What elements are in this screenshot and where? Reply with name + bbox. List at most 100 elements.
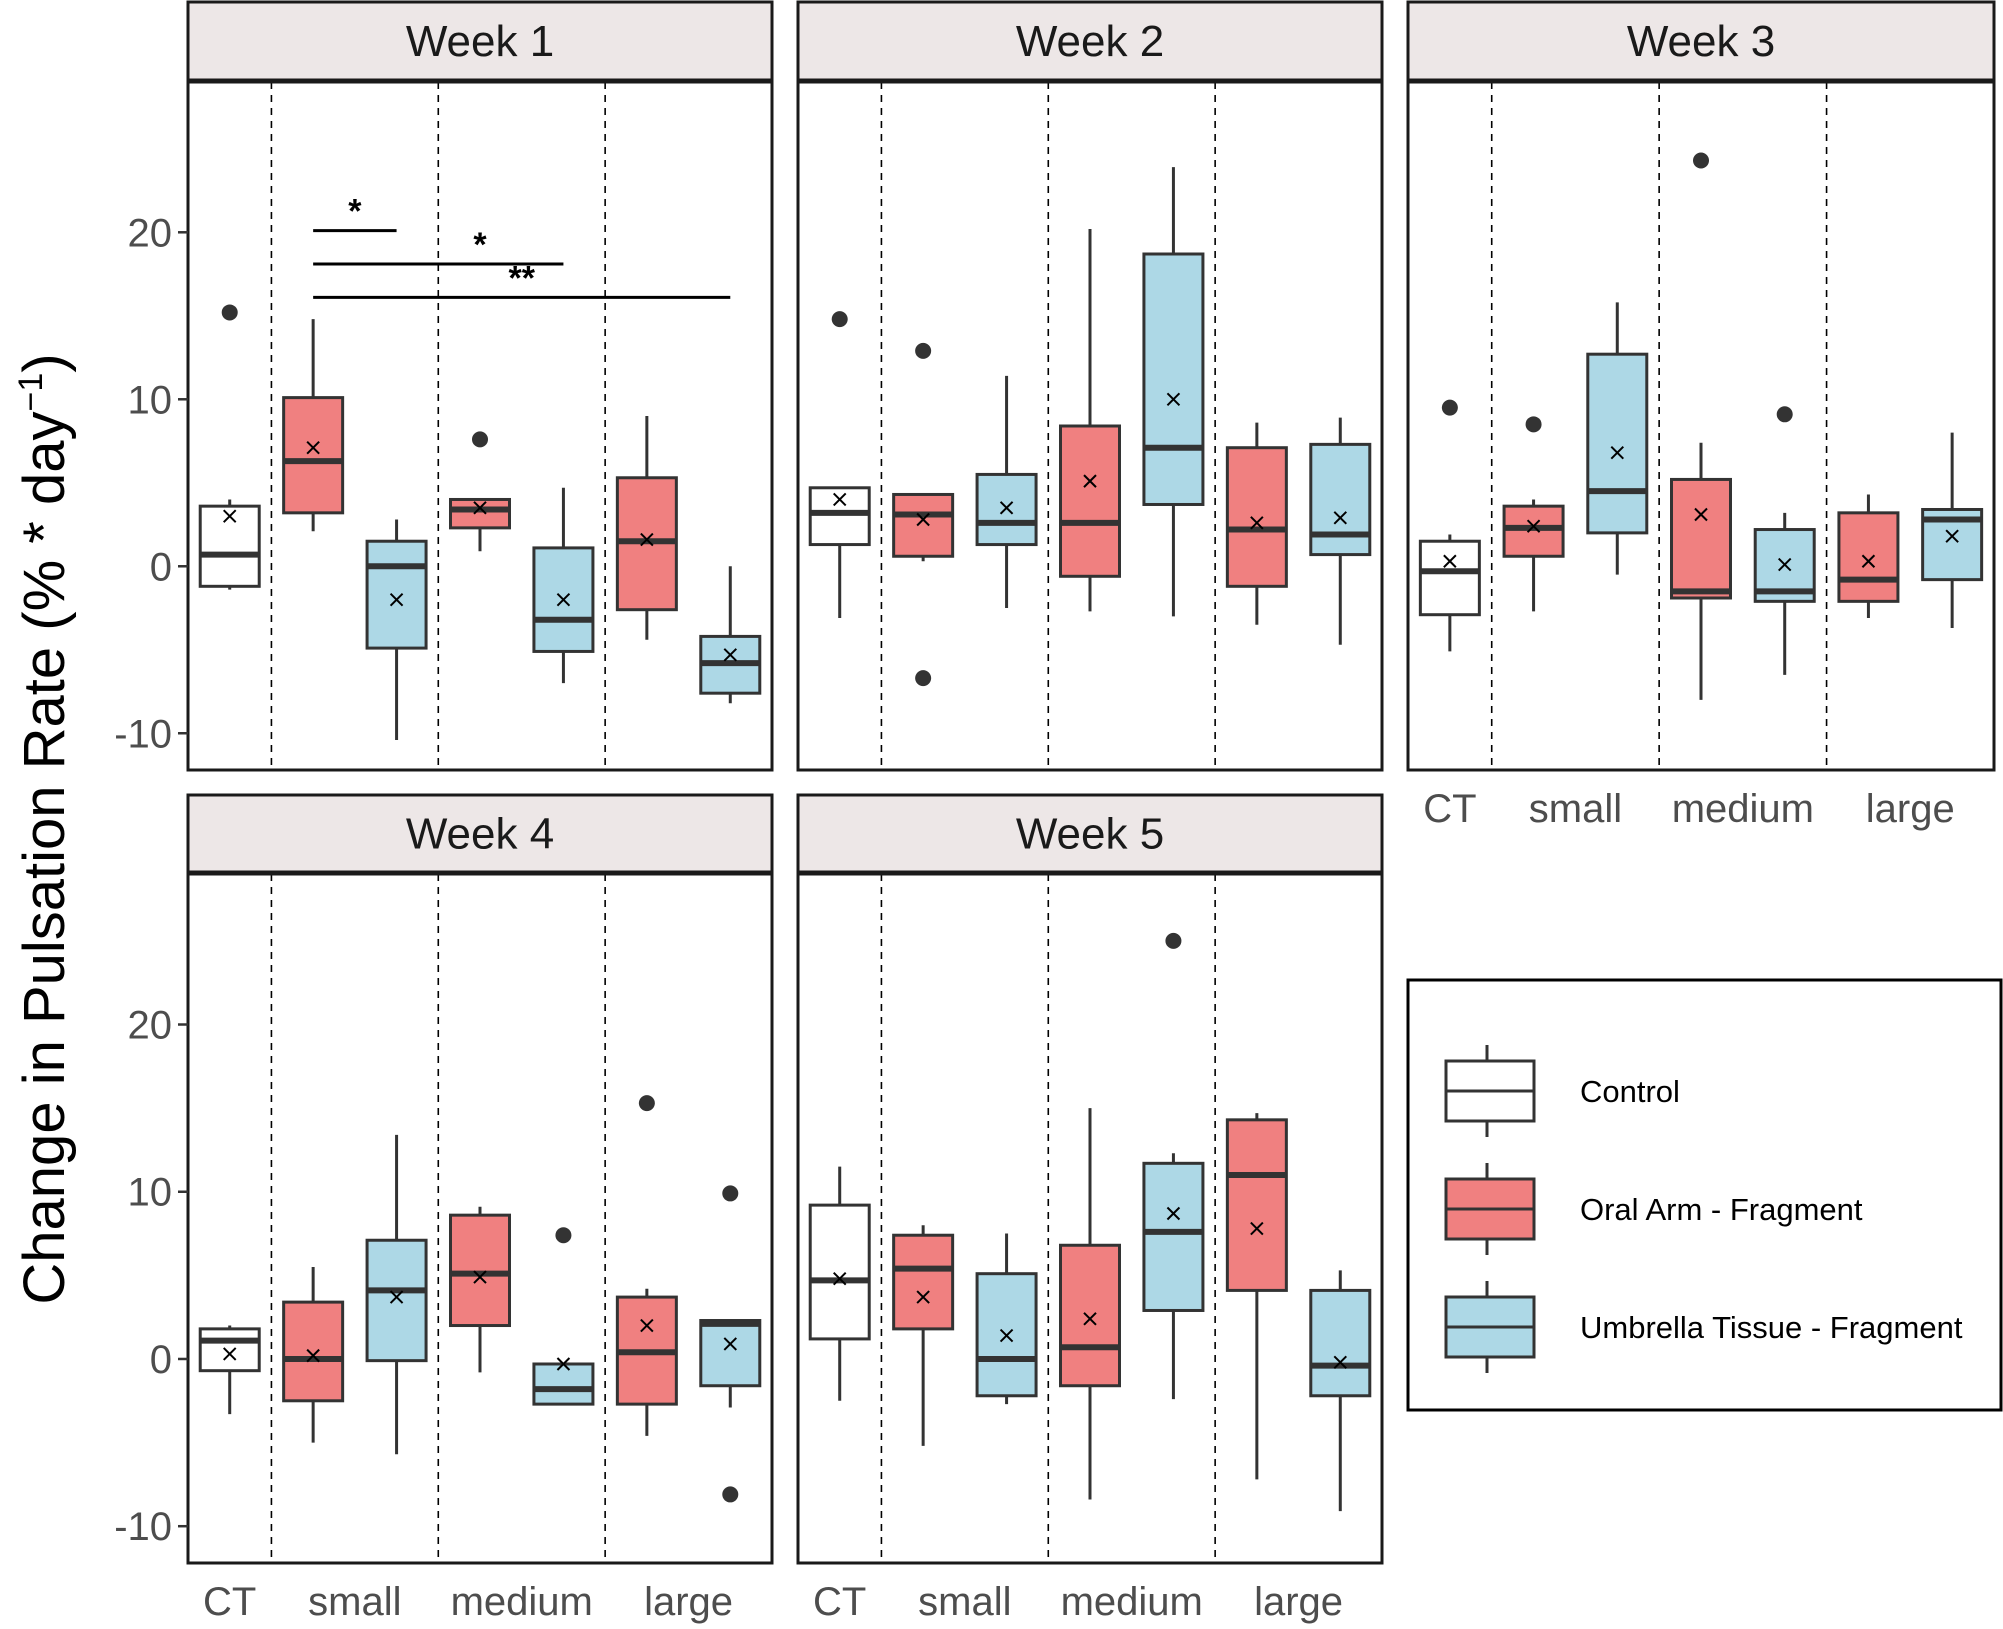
box-small-umbrella — [975, 1233, 1038, 1405]
mean-marker-stroke — [1778, 557, 1792, 572]
box-small-oral — [892, 342, 955, 687]
facet-strip — [796, 793, 1384, 874]
x-group-label: small — [308, 1580, 401, 1624]
box-mean-marker — [1610, 446, 1624, 460]
mean-marker-stroke — [306, 441, 320, 455]
box-mean-marker — [1694, 507, 1708, 522]
mean-marker-stroke — [389, 592, 404, 607]
box-small-oral — [892, 1225, 955, 1446]
box-mean-marker — [833, 1271, 847, 1286]
mean-marker-stroke — [999, 1328, 1014, 1343]
box-medium-umbrella — [1142, 167, 1205, 617]
significance-label: * — [348, 193, 362, 231]
y-tick-label: 0 — [150, 545, 172, 589]
box-mean-marker — [640, 532, 654, 547]
box-body — [449, 497, 511, 530]
box-body — [1059, 1243, 1121, 1388]
box-large-umbrella — [1921, 432, 1984, 629]
mean-marker-stroke — [473, 501, 487, 515]
box-CT-control — [808, 1166, 871, 1401]
mean-marker-stroke — [1250, 516, 1264, 530]
box-mean-marker — [1945, 529, 1959, 543]
mean-marker-stroke — [916, 1290, 930, 1304]
outlier-point — [915, 670, 932, 687]
y-tick-label: -10 — [114, 712, 172, 756]
box-medium-oral — [1059, 228, 1121, 612]
outlier-point — [638, 1095, 655, 1112]
box-mean-marker — [473, 1270, 487, 1284]
facet-strip-title: Week 3 — [1627, 17, 1775, 66]
box-small-oral — [1502, 416, 1565, 612]
mean-marker-stroke — [1166, 1206, 1181, 1221]
box-body — [1670, 477, 1732, 600]
outlier-point — [915, 342, 932, 359]
box-mean-marker — [473, 501, 487, 515]
plot-border — [1406, 80, 1996, 772]
box-small-oral — [282, 319, 345, 532]
outlier-point — [722, 1185, 739, 1202]
outlier-point — [1693, 152, 1709, 169]
box-mean-marker — [1166, 1206, 1181, 1221]
box-mean-marker — [1443, 554, 1457, 568]
mean-marker-stroke — [389, 1290, 404, 1304]
box-large-oral — [615, 415, 678, 640]
mean-marker-stroke — [640, 532, 654, 547]
box-mean-marker — [389, 592, 404, 607]
x-group-label: medium — [1672, 787, 1814, 831]
box-body — [892, 1233, 955, 1331]
mean-marker-stroke — [1694, 507, 1708, 522]
legend-entry-3: Umbrella Tissue - Fragment — [1444, 1281, 1963, 1373]
box-medium-umbrella — [532, 1227, 595, 1406]
box-mean-marker — [916, 1290, 930, 1304]
x-group-label: small — [918, 1580, 1011, 1624]
box-mean-marker — [1083, 474, 1097, 488]
y-axis-title-superscript: −1 — [12, 373, 50, 412]
facet-panel-week-2: Week 2 — [796, 0, 1384, 772]
plot-border — [186, 872, 774, 1565]
box-mean-marker — [223, 509, 237, 523]
mean-marker-stroke — [1083, 474, 1097, 488]
box-body — [282, 396, 345, 515]
mean-marker-stroke — [223, 1347, 237, 1361]
box-mean-marker — [306, 1348, 320, 1363]
facet-strip-title: Week 4 — [406, 810, 554, 859]
x-group-label: large — [1254, 1580, 1343, 1624]
legend-label: Oral Arm - Fragment — [1580, 1192, 1863, 1227]
box-large-oral — [1225, 1113, 1288, 1480]
box-large-umbrella — [699, 1185, 762, 1503]
box-body — [975, 472, 1038, 547]
box-CT-control — [198, 1325, 261, 1415]
outlier-point — [1525, 416, 1542, 433]
mean-marker-stroke — [723, 1337, 737, 1351]
box-CT-control — [198, 304, 261, 590]
outlier-point — [1165, 932, 1182, 949]
mean-marker-stroke — [1945, 529, 1959, 543]
box-body — [1225, 1118, 1288, 1292]
facet-panel-week-5: Week 5 CT small medium large — [796, 793, 1384, 1624]
x-group-label: CT — [813, 1580, 866, 1624]
plot-border — [796, 872, 1384, 1565]
box-mean-marker — [723, 1337, 737, 1351]
mean-marker-stroke — [1166, 392, 1181, 406]
outlier-point — [221, 304, 238, 321]
box-body — [449, 1213, 511, 1328]
facet-strip-title: Week 1 — [406, 17, 554, 66]
box-small-umbrella — [365, 1134, 428, 1455]
mean-marker-stroke — [223, 509, 237, 523]
facet-panel-week-4: Week 4 -10 0 10 20 CT small medium large — [114, 793, 774, 1624]
box-large-oral — [615, 1095, 678, 1436]
box-CT-control — [1418, 399, 1481, 652]
mean-marker-stroke — [1083, 1312, 1097, 1326]
x-group-label: large — [1866, 787, 1955, 831]
mean-marker-stroke — [1333, 1355, 1347, 1370]
legend-entry-1: Control — [1444, 1045, 1680, 1137]
y-tick-label: -10 — [114, 1505, 172, 1549]
outlier-point — [1441, 399, 1458, 416]
mean-marker-stroke — [1250, 1221, 1264, 1236]
outlier-point — [722, 1486, 739, 1503]
mean-marker-stroke — [1861, 554, 1876, 568]
mean-marker-stroke — [833, 492, 847, 507]
